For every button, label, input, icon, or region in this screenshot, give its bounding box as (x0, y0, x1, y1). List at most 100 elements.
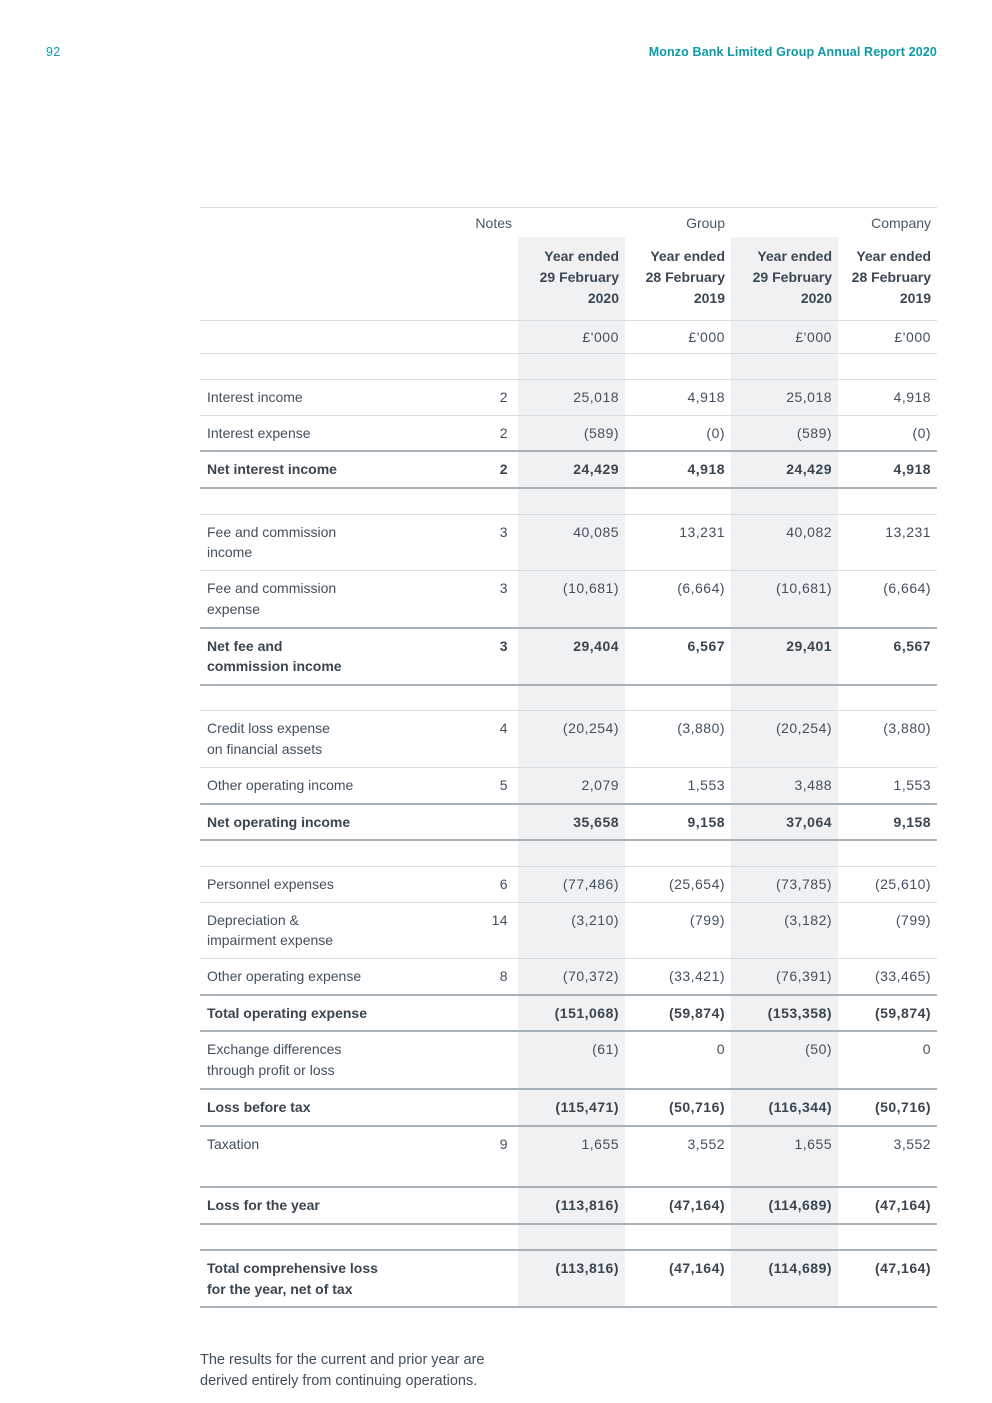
row-value: 1,655 (731, 1125, 839, 1162)
spacer-row (200, 488, 937, 515)
row-note: 3 (410, 570, 518, 628)
row-value: 9,158 (838, 802, 938, 842)
row-value: (73,785) (731, 865, 839, 903)
row-note: 3 (410, 513, 518, 571)
row-label: Net interest income (200, 450, 410, 490)
row-value: (6,664) (838, 570, 938, 628)
row-value: 9,158 (625, 802, 732, 842)
units-company-2019: £'000 (838, 320, 938, 354)
year-header-row: Year ended 29 February 2020 Year ended 2… (200, 237, 938, 321)
row-value: (61) (518, 1030, 625, 1089)
row-value: (116,344) (731, 1087, 839, 1127)
row-note: 8 (410, 957, 518, 995)
units-row: £'000 £'000 £'000 £'000 (200, 320, 938, 354)
row-value: (47,164) (838, 1249, 938, 1309)
table-row: Taxation 9 1,655 3,552 1,655 3,552 (200, 1125, 938, 1162)
row-value: (3,880) (625, 710, 732, 768)
row-value: 13,231 (838, 513, 938, 571)
row-value: 2,079 (518, 766, 625, 804)
row-value: 25,018 (731, 379, 839, 416)
row-note: 9 (410, 1125, 518, 1162)
row-value: (114,689) (731, 1249, 839, 1309)
row-label: Depreciation & impairment expense (200, 901, 410, 959)
spacer-row (200, 353, 937, 380)
row-value: 0 (838, 1030, 938, 1089)
row-value: (10,681) (731, 570, 839, 628)
spacer-row (200, 1224, 937, 1251)
row-label: Credit loss expense on financial assets (200, 710, 410, 768)
row-label: Loss for the year (200, 1186, 410, 1226)
row-label: Loss before tax (200, 1087, 410, 1127)
table-row: Net operating income 35,658 9,158 37,064 9,1… (200, 802, 938, 842)
group-column-header: Group (518, 207, 732, 237)
table-body: Interest income 2 25,018 4,918 25,018 4,918 In… (200, 353, 938, 1309)
row-label: Other operating income (200, 766, 410, 804)
row-value: (589) (518, 414, 625, 452)
row-value: (77,486) (518, 865, 625, 903)
row-label: Net fee and commission income (200, 626, 410, 686)
row-value: 40,082 (731, 513, 839, 571)
table-row: Fee and commission expense 3 (10,681) (6,66… (200, 570, 938, 628)
page-number: 92 (46, 45, 61, 59)
row-note: 2 (410, 414, 518, 452)
row-note (410, 1186, 518, 1226)
row-value: (589) (731, 414, 839, 452)
row-note (410, 1249, 518, 1309)
row-note: 5 (410, 766, 518, 804)
row-label: Net operating income (200, 802, 410, 842)
year-header-group-2020: Year ended 29 February 2020 (518, 237, 625, 321)
table-row: Loss before tax (115,471) (50,716) (116,344… (200, 1087, 938, 1127)
row-label: Personnel expenses (200, 865, 410, 903)
row-note: 2 (410, 450, 518, 490)
table-row: Fee and commission income 3 40,085 13,231 40… (200, 513, 938, 571)
row-value: (3,880) (838, 710, 938, 768)
row-value: (59,874) (838, 993, 938, 1033)
row-value: 6,567 (838, 626, 938, 686)
table-row: Depreciation & impairment expense 14 (3,21… (200, 901, 938, 959)
row-value: 1,553 (838, 766, 938, 804)
row-value: (153,358) (731, 993, 839, 1033)
income-statement-table: Notes Group Company Year ended 29 Februa… (200, 207, 938, 1309)
row-label: Interest expense (200, 414, 410, 452)
row-value: (3,210) (518, 901, 625, 959)
row-value: 4,918 (625, 450, 732, 490)
row-value: 4,918 (838, 379, 938, 416)
row-value: 1,655 (518, 1125, 625, 1162)
table-row: Loss for the year (113,816) (47,164) (114,6… (200, 1186, 938, 1226)
section-header-row: Notes Group Company (200, 207, 938, 237)
row-value: 1,553 (625, 766, 732, 804)
row-value: (0) (625, 414, 732, 452)
row-value: (76,391) (731, 957, 839, 995)
row-value: 3,552 (625, 1125, 732, 1162)
row-note (410, 1087, 518, 1127)
row-value: (33,465) (838, 957, 938, 995)
units-group-2019: £'000 (625, 320, 732, 354)
row-value: (50) (731, 1030, 839, 1089)
row-label: Total operating expense (200, 993, 410, 1033)
table-row: Credit loss expense on financial assets 4… (200, 710, 938, 768)
report-title: Monzo Bank Limited Group Annual Report 2… (648, 45, 937, 59)
year-header-company-2019: Year ended 28 February 2019 (838, 237, 938, 321)
row-value: 6,567 (625, 626, 732, 686)
row-value: (10,681) (518, 570, 625, 628)
table-row: Net fee and commission income 3 29,404 6,56… (200, 626, 938, 686)
row-label: Total comprehensive loss for the year, n… (200, 1249, 410, 1309)
spacer-row (200, 840, 937, 867)
row-value: 25,018 (518, 379, 625, 416)
row-value: (799) (838, 901, 938, 959)
row-value: (115,471) (518, 1087, 625, 1127)
row-note (410, 993, 518, 1033)
row-label: Fee and commission expense (200, 570, 410, 628)
table-row: Net interest income 2 24,429 4,918 24,429 4,9… (200, 450, 938, 490)
row-value: (59,874) (625, 993, 732, 1033)
row-note: 4 (410, 710, 518, 768)
row-value: (47,164) (625, 1186, 732, 1226)
row-note: 3 (410, 626, 518, 686)
row-value: 29,404 (518, 626, 625, 686)
table-row: Total comprehensive loss for the year, n… (200, 1249, 938, 1309)
section-header-spacer (200, 207, 410, 237)
row-value: 3,552 (838, 1125, 938, 1162)
table-row: Interest income 2 25,018 4,918 25,018 4,918 (200, 379, 938, 416)
row-value: 35,658 (518, 802, 625, 842)
row-value: 4,918 (838, 450, 938, 490)
